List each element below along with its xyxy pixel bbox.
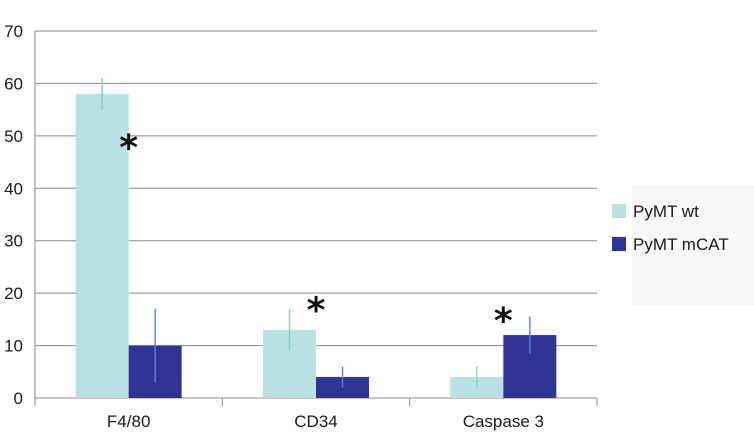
y-tick-label: 50 xyxy=(4,127,23,146)
error-bars xyxy=(101,78,531,388)
legend: PyMT wt PyMT mCAT xyxy=(612,202,729,254)
y-tick-label: 40 xyxy=(4,179,23,198)
y-tick-label: 30 xyxy=(4,232,23,251)
axes: 0 10 20 30 40 50 60 70 F4/80 CD34 Caspase 3 xyxy=(4,22,598,431)
significance-star: * xyxy=(307,290,326,331)
bar xyxy=(75,93,129,399)
annotations: * * * xyxy=(119,128,513,342)
x-tick-label: CD34 xyxy=(294,412,337,431)
legend-swatch xyxy=(612,204,626,218)
legend-swatch xyxy=(612,237,626,251)
x-tick-label: F4/80 xyxy=(107,412,150,431)
legend-label: PyMT wt xyxy=(633,202,699,221)
bars xyxy=(75,93,557,399)
y-tick-label: 0 xyxy=(14,389,23,408)
y-tick-label: 10 xyxy=(4,337,23,356)
y-tick-label: 70 xyxy=(4,22,23,41)
significance-star: * xyxy=(494,301,513,342)
legend-label: PyMT mCAT xyxy=(633,235,729,254)
y-tick-label: 20 xyxy=(4,284,23,303)
x-tick-label: Caspase 3 xyxy=(463,412,544,431)
significance-star: * xyxy=(119,128,138,169)
y-tick-label: 60 xyxy=(4,74,23,93)
legend-background xyxy=(632,185,754,305)
